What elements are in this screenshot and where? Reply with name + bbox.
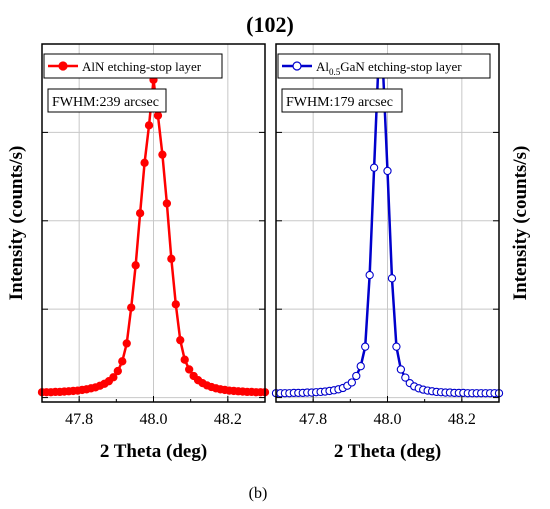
legend-label-text: AlN etching-stop layer xyxy=(82,59,202,74)
data-point xyxy=(162,199,172,208)
x-axis-label: 2 Theta (deg) xyxy=(100,441,207,462)
data-point xyxy=(144,121,154,130)
fwhm-label: FWHM:239 arcsec xyxy=(52,95,159,110)
fwhm-label: FWHM:179 arcsec xyxy=(286,95,393,110)
data-point xyxy=(396,365,406,374)
data-point xyxy=(383,166,392,176)
grid-lines xyxy=(276,44,499,402)
x-tick-label: 48.2 xyxy=(214,411,242,428)
data-point xyxy=(158,150,167,159)
data-point xyxy=(167,254,176,263)
data-point xyxy=(356,362,365,371)
x-tick-label: 47.8 xyxy=(65,411,93,428)
legend-label: AlN etching-stop layer xyxy=(82,59,202,74)
data-point xyxy=(180,355,189,364)
data-point xyxy=(118,357,127,366)
data-point xyxy=(176,336,185,345)
x-tick-label: 47.8 xyxy=(299,411,327,428)
plot-frame xyxy=(41,43,266,403)
data-point xyxy=(131,261,140,270)
legend: Al0.5GaN etching-stop layer xyxy=(277,53,491,79)
data-point xyxy=(352,371,361,381)
legend-marker xyxy=(292,61,302,71)
data-point xyxy=(369,163,379,172)
series-layer xyxy=(37,75,270,397)
data-point xyxy=(171,300,180,309)
legend: AlN etching-stop layer xyxy=(43,53,223,79)
legend-label-subscript: 0.5 xyxy=(329,67,341,77)
data-point xyxy=(140,158,149,167)
data-point xyxy=(185,365,194,374)
data-point xyxy=(387,274,397,283)
panel-right: 47.8 48.0 48.2 Al0.5GaN etching-stop layer… xyxy=(271,43,531,462)
y-axis-label: Intensity (counts/s) xyxy=(6,146,27,301)
tick-layer: 47.8 48.0 48.2 xyxy=(275,131,500,428)
x-tick-label: 48.2 xyxy=(448,411,476,428)
data-point xyxy=(401,373,410,382)
y-axis-label: Intensity (counts/s) xyxy=(510,146,531,301)
legend-box xyxy=(277,53,491,79)
plot-frame xyxy=(275,43,500,403)
legend-marker xyxy=(58,61,68,71)
figure-caption: (b) xyxy=(249,485,268,502)
panel-left: 47.8 48.0 48.2 AlN etching-stop layer FWHM… xyxy=(6,43,270,462)
legend-label: Al0.5GaN etching-stop layer xyxy=(316,59,462,77)
x-axis-label: 2 Theta (deg) xyxy=(334,441,441,462)
data-point xyxy=(347,378,356,387)
fwhm-box xyxy=(47,88,167,113)
data-point xyxy=(365,270,374,280)
series-layer xyxy=(271,56,504,398)
fwhm-box xyxy=(281,88,403,113)
data-point xyxy=(113,366,122,376)
fwhm-annotation: FWHM:239 arcsec xyxy=(47,88,167,113)
legend-label-part2: GaN etching-stop layer xyxy=(340,59,462,74)
data-point xyxy=(135,209,145,218)
data-point xyxy=(122,339,131,348)
legend-label-part1: Al xyxy=(316,59,329,74)
data-point xyxy=(153,111,163,120)
x-tick-label: 48.0 xyxy=(374,411,402,428)
data-point xyxy=(361,342,370,351)
x-tick-label: 48.0 xyxy=(140,411,168,428)
data-point xyxy=(127,303,136,312)
figure-title: (102) xyxy=(246,12,294,37)
data-point xyxy=(392,342,401,351)
data-point xyxy=(109,373,118,382)
fwhm-annotation: FWHM:179 arcsec xyxy=(281,88,403,113)
